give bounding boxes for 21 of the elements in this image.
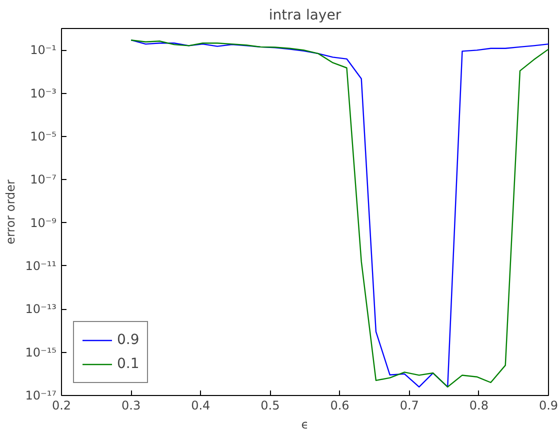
x-axis-title: ϵ bbox=[301, 418, 309, 432]
x-tick-label: 0.6 bbox=[330, 398, 350, 412]
x-tick-label: 0.8 bbox=[469, 398, 488, 412]
chart-title: intra layer bbox=[268, 8, 342, 24]
y-tick-label: 10⁻¹¹ bbox=[25, 258, 57, 273]
y-tick-label: 10⁻¹⁵ bbox=[25, 345, 57, 360]
x-tick-label: 0.7 bbox=[400, 398, 419, 412]
y-tick-label: 10⁻¹ bbox=[30, 43, 57, 58]
legend-label: 0.9 bbox=[117, 332, 140, 348]
y-tick-label: 10⁻⁹ bbox=[30, 216, 57, 230]
y-tick-label: 10⁻⁷ bbox=[30, 172, 57, 187]
y-tick-label: 10⁻³ bbox=[30, 86, 57, 100]
x-tick-label: 0.5 bbox=[260, 398, 280, 412]
x-tick-label: 0.2 bbox=[52, 398, 72, 412]
y-tick-label: 10⁻⁵ bbox=[30, 129, 57, 144]
y-tick-label: 10⁻¹³ bbox=[25, 302, 57, 316]
legend-label: 0.1 bbox=[117, 356, 140, 372]
x-tick-label: 0.9 bbox=[538, 398, 558, 412]
x-tick-label: 0.3 bbox=[122, 398, 141, 412]
y-axis-title: error order bbox=[3, 180, 18, 244]
x-tick-label: 0.4 bbox=[191, 398, 210, 412]
